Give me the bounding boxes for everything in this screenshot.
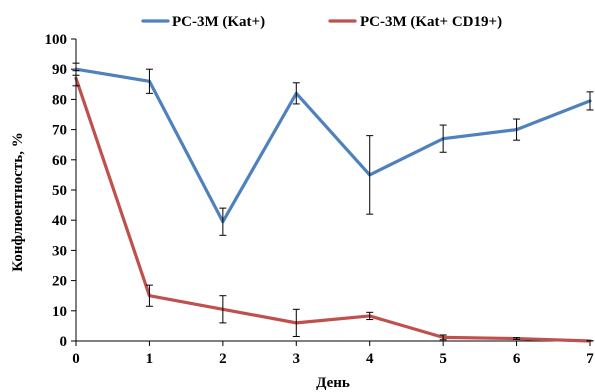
- x-tick-label: 7: [586, 351, 594, 367]
- y-tick-label: 50: [52, 183, 67, 199]
- x-tick-label: 3: [293, 351, 301, 367]
- y-tick-label: 30: [52, 243, 67, 259]
- y-axis-title: Конфлюентность, %: [10, 132, 26, 271]
- legend: PC-3M (Kat+) PC-3M (Kat+ CD19+): [141, 14, 502, 30]
- legend-item-1: PC-3M (Kat+): [141, 14, 265, 30]
- series-layer: [72, 62, 594, 343]
- x-tick-label: 6: [513, 351, 521, 367]
- legend-label: PC-3M (Kat+ CD19+): [360, 14, 502, 30]
- y-tick-label: 70: [52, 123, 67, 139]
- series-1: [72, 62, 594, 236]
- x-axis: 0 1 2 3 4 5 6 7: [72, 340, 594, 367]
- x-tick-label: 1: [146, 351, 154, 367]
- y-tick-label: 60: [52, 153, 67, 169]
- y-tick-label: 10: [52, 304, 67, 320]
- x-tick-label: 2: [219, 351, 227, 367]
- y-tick-label: 100: [45, 32, 68, 48]
- x-tick-label: 0: [72, 351, 80, 367]
- x-tick-label: 4: [366, 351, 374, 367]
- x-tick-label: 5: [439, 351, 447, 367]
- y-axis: 0 10 20 30 40 50 60 70 80 90 100: [45, 32, 77, 350]
- legend-item-2: PC-3M (Kat+ CD19+): [328, 14, 502, 30]
- y-tick-label: 20: [52, 274, 67, 290]
- y-tick-label: 0: [60, 334, 68, 350]
- x-axis-title: День: [316, 375, 350, 391]
- series-line: [74, 76, 592, 343]
- y-tick-label: 90: [52, 62, 67, 78]
- series-line: [74, 67, 592, 224]
- y-tick-label: 40: [52, 213, 67, 229]
- series-2: [72, 70, 594, 343]
- y-tick-label: 80: [52, 92, 67, 108]
- legend-label: PC-3M (Kat+): [172, 14, 265, 30]
